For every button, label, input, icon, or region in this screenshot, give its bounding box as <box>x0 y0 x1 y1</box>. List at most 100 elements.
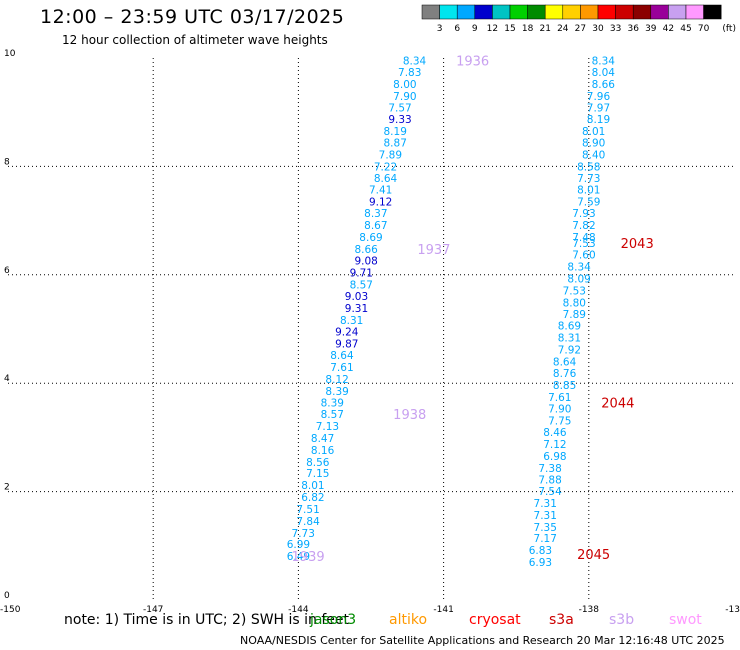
chart-title: 12:00 – 23:59 UTC 03/17/2025 <box>40 6 345 28</box>
wave-height-point: 9.71 <box>350 268 373 280</box>
colorbar-label: 36 <box>627 24 639 34</box>
wave-height-point: 7.53 <box>563 286 586 298</box>
pass-time-label: 2043 <box>621 237 654 252</box>
wave-height-point: 7.35 <box>534 522 557 534</box>
wave-height-point: 7.90 <box>548 404 571 416</box>
wave-height-point: 7.61 <box>548 392 571 404</box>
pass-time-label: 1936 <box>456 55 489 70</box>
wave-height-point: 7.54 <box>538 486 562 498</box>
wave-height-point: 8.76 <box>553 368 577 380</box>
wave-height-point: 9.12 <box>369 197 392 209</box>
wave-height-point: 6.82 <box>301 492 324 504</box>
y-tick-label: 10 <box>4 49 16 59</box>
wave-height-point: 7.15 <box>306 468 329 480</box>
wave-height-point: 8.85 <box>553 380 576 392</box>
wave-height-point: 7.89 <box>563 309 586 321</box>
wave-height-point: 8.64 <box>330 350 354 362</box>
x-tick-label: -141 <box>433 605 453 612</box>
colorbar-swatch <box>703 4 722 20</box>
pass-time-label: 2044 <box>601 397 634 412</box>
colorbar-label: 15 <box>504 24 515 34</box>
wave-height-point: 8.16 <box>311 445 335 457</box>
wave-height-point: 8.58 <box>577 161 600 173</box>
wave-height-point: 7.41 <box>369 185 392 197</box>
wave-height-point: 7.51 <box>296 504 319 516</box>
colorbar-label: 21 <box>539 24 550 34</box>
y-tick-label: 0 <box>4 591 10 601</box>
wave-height-point: 8.69 <box>558 321 581 333</box>
wave-height-point: 7.57 <box>388 102 411 114</box>
colorbar-label: 33 <box>610 24 621 34</box>
wave-height-point: 9.08 <box>354 256 377 268</box>
legend-swot: swot <box>669 612 702 628</box>
wave-height-point: 8.46 <box>543 427 567 439</box>
wave-height-point: 6.49 <box>287 551 310 563</box>
wave-height-point: 7.59 <box>577 197 600 209</box>
legend-altiko: altiko <box>389 612 428 628</box>
x-tick-label: -13 <box>725 605 740 612</box>
wave-height-point: 8.37 <box>364 208 387 220</box>
wave-height-point: 9.33 <box>388 114 411 126</box>
wave-height-point: 8.39 <box>321 398 344 410</box>
wave-height-point: 8.64 <box>553 357 577 369</box>
wave-height-point: 8.34 <box>403 56 427 68</box>
wave-height-point: 8.01 <box>577 185 600 197</box>
legend-cryosat: cryosat <box>469 612 521 628</box>
colorbar-label: 3 <box>437 24 443 34</box>
wave-height-point: 7.48 <box>572 232 595 244</box>
colorbar-label: 24 <box>557 24 569 34</box>
wave-height-point: 6.93 <box>529 557 552 569</box>
wave-height-point: 8.57 <box>350 280 373 292</box>
wave-height-point: 8.66 <box>354 244 378 256</box>
chart-subtitle: 12 hour collection of altimeter wave hei… <box>62 33 328 47</box>
wave-height-point: 7.73 <box>292 528 315 540</box>
wave-height-point: 7.89 <box>379 149 402 161</box>
wave-height-point: 8.01 <box>301 480 324 492</box>
wave-height-point: 7.12 <box>543 439 566 451</box>
colorbar-label: 45 <box>680 24 691 34</box>
legend-jason3: jason3 <box>310 612 357 628</box>
wave-height-point: 8.04 <box>592 67 616 79</box>
wave-height-point: 8.34 <box>592 56 616 68</box>
pass-time-label: 1939 <box>292 550 325 565</box>
wave-height-point: 6.98 <box>543 451 566 463</box>
colorbar-label: 30 <box>592 24 604 34</box>
wave-height-point: 8.57 <box>321 409 344 421</box>
wave-height-point: 8.09 <box>567 274 590 286</box>
wave-height-point: 7.90 <box>393 91 416 103</box>
wave-height-point: 9.87 <box>335 339 358 351</box>
colorbar-label: 27 <box>575 24 586 34</box>
wave-height-point: 7.97 <box>587 102 610 114</box>
wave-height-point: 7.53 <box>572 238 595 250</box>
wave-height-point: 7.31 <box>534 498 557 510</box>
wave-height-point: 7.13 <box>316 421 339 433</box>
wave-height-point: 8.01 <box>582 126 605 138</box>
x-tick-label: -147 <box>143 605 163 612</box>
wave-height-point: 7.61 <box>330 362 353 374</box>
wave-height-point: 8.47 <box>311 433 334 445</box>
wave-height-point: 8.40 <box>582 149 605 161</box>
x-tick-label: -138 <box>579 605 600 612</box>
legend-s3a: s3a <box>549 612 574 628</box>
wave-height-point: 8.12 <box>325 374 348 386</box>
x-tick-label: -144 <box>288 605 309 612</box>
wave-height-point: 7.17 <box>534 533 557 545</box>
wave-height-point: 7.83 <box>398 67 421 79</box>
wave-height-point: 7.96 <box>587 91 611 103</box>
footer-note: note: 1) Time is in UTC; 2) SWH is in fe… <box>64 612 350 628</box>
wave-height-point: 8.64 <box>374 173 398 185</box>
pass-time-label: 1937 <box>417 243 450 258</box>
wave-height-point: 8.19 <box>587 114 610 126</box>
colorbar-label: 9 <box>472 24 478 34</box>
wave-height-point: 8.56 <box>306 457 330 469</box>
pass-time-label: 1938 <box>393 408 426 423</box>
y-tick-label: 2 <box>4 483 10 493</box>
wave-height-point: 7.75 <box>548 416 571 428</box>
colorbar-unit: (ft) <box>722 24 736 34</box>
wave-height-point: 8.67 <box>364 220 387 232</box>
wave-height-point: 6.83 <box>529 545 552 557</box>
wave-height-point: 8.69 <box>359 232 382 244</box>
y-tick-label: 4 <box>4 374 10 384</box>
colorbar-label: 39 <box>645 24 657 34</box>
wave-height-point: 7.60 <box>572 250 595 262</box>
